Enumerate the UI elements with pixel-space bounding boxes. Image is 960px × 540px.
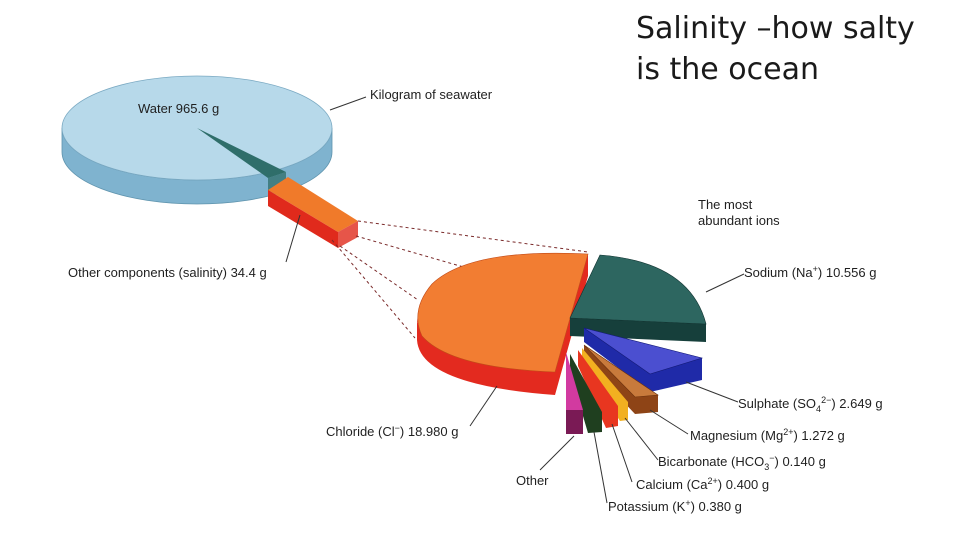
salinity-label: Other components (salinity) 34.4 g	[68, 265, 267, 280]
slide-title: Salinity –how salty is the ocean	[636, 11, 915, 87]
bicarbonate-label: Bicarbonate (HCO3−) 0.140 g	[658, 453, 826, 472]
water-label: Water 965.6 g	[138, 101, 219, 116]
sodium-label: Sodium (Na+) 10.556 g	[744, 264, 876, 280]
sulphate-leader	[685, 381, 739, 403]
salinity-block	[268, 177, 358, 248]
dash-line-1	[357, 220, 589, 253]
chloride-label: Chloride (Cl−) 18.980 g	[326, 423, 458, 439]
sulphate-top	[583, 327, 704, 375]
bicarbonate-slice	[582, 348, 628, 421]
calcium-slice	[578, 350, 618, 428]
kilogram-leader	[329, 96, 367, 111]
abundant-label-line1: The most	[698, 197, 753, 212]
calcium-label: Calcium (Ca2+) 0.400 g	[636, 476, 769, 492]
magnesium-leader	[649, 409, 689, 435]
potassium-slice	[570, 354, 602, 433]
chloride-side	[417, 318, 555, 395]
potassium-leader	[593, 431, 608, 504]
salinity-block-end	[338, 221, 358, 248]
kilogram-label: Kilogram of seawater	[370, 87, 493, 102]
chloride-leader	[469, 385, 498, 427]
dash-line-2	[339, 245, 419, 301]
ions-pie	[417, 252, 707, 434]
magnesium-top	[583, 344, 659, 398]
sulphate-label: Sulphate (SO42−) 2.649 g	[738, 395, 883, 414]
chloride-top	[417, 252, 589, 373]
sodium-top	[569, 254, 707, 325]
potassium-label: Potassium (K+) 0.380 g	[608, 498, 742, 514]
other-slice-side	[566, 410, 583, 434]
seawater-pie	[61, 75, 333, 205]
calcium-leader	[611, 423, 633, 483]
dash-line-3	[331, 239, 416, 339]
sodium-leader	[705, 273, 745, 293]
salinity-slice	[197, 128, 286, 178]
leader-lines	[285, 96, 745, 504]
bicarbonate-leader	[624, 417, 659, 461]
magnesium-label: Magnesium (Mg2+) 1.272 g	[690, 427, 845, 443]
salinity-block-side	[268, 190, 338, 248]
other-leader	[539, 435, 575, 471]
abundant-label-line2: abundant ions	[698, 213, 780, 228]
salinity-leader	[285, 214, 301, 263]
salinity-block-top	[268, 177, 358, 232]
other-label: Other	[516, 473, 549, 488]
